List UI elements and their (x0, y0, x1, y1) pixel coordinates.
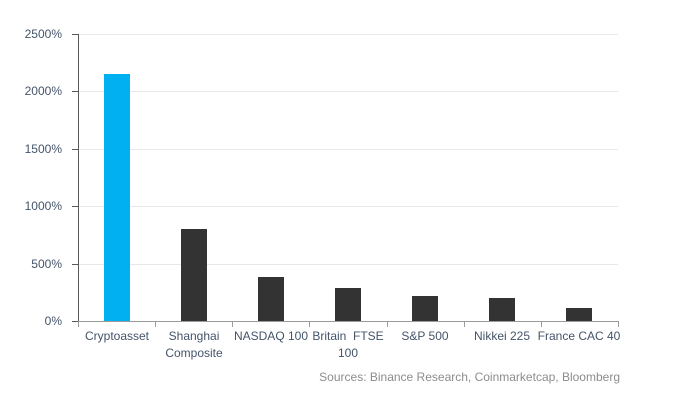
x-axis-label-line: Composite (165, 346, 223, 360)
x-axis-tick (155, 321, 156, 327)
x-axis-label: NASDAQ 100 (216, 328, 326, 345)
sources-note: Sources: Binance Research, Coinmarketcap… (319, 370, 620, 384)
x-axis-tick (232, 321, 233, 327)
y-axis-label: 2500% (24, 27, 62, 41)
y-axis-tick (72, 206, 78, 208)
x-axis-label-line: Britain FTSE (312, 329, 384, 343)
x-axis-tick (464, 321, 465, 327)
x-axis-label-line: NASDAQ 100 (233, 329, 309, 343)
x-axis-label: Nikkei 225 (447, 328, 557, 345)
gridline (79, 263, 618, 265)
x-axis-tick (309, 321, 310, 327)
x-axis-tick (387, 321, 388, 327)
x-axis-label-line: 100 (337, 346, 359, 360)
gridline (79, 206, 618, 208)
x-axis-label: Shanghai Composite (139, 328, 249, 362)
y-axis-label: 0% (44, 314, 62, 328)
x-axis-tick (541, 321, 542, 327)
gridline (79, 34, 618, 35)
x-axis-label-line: Nikkei 225 (473, 329, 531, 343)
x-axis-label-line: Cryptoasset (84, 329, 150, 343)
y-axis-label: 500% (31, 256, 62, 271)
x-axis-label: France CAC 40 (524, 328, 634, 345)
y-axis-line (78, 34, 79, 322)
bar (566, 308, 592, 321)
x-axis-label: Cryptoasset (62, 328, 172, 345)
y-axis-label: 1500% (24, 141, 62, 156)
gridline (79, 91, 618, 93)
bar (335, 288, 361, 321)
y-axis-label: 2000% (24, 84, 62, 99)
x-axis-label: Britain FTSE 100 (293, 328, 403, 362)
bar (412, 296, 438, 321)
bar (258, 277, 284, 321)
gridline (79, 148, 618, 150)
y-axis-tick (72, 34, 78, 35)
x-axis-tick (618, 321, 619, 327)
y-axis-tick (72, 321, 78, 322)
x-axis-tick (78, 321, 79, 327)
y-axis-tick (72, 91, 78, 93)
y-axis-tick (72, 263, 78, 265)
x-axis-label-line: France CAC 40 (537, 329, 621, 343)
x-axis-label-line: Shanghai (168, 329, 220, 343)
y-axis-tick (72, 148, 78, 150)
x-axis-label: S&P 500 (370, 328, 480, 345)
bar (489, 298, 515, 321)
x-axis-line (78, 321, 619, 322)
x-axis-label-line: S&P 500 (401, 329, 449, 343)
bar (104, 74, 130, 321)
y-axis-label: 1000% (24, 199, 62, 214)
bar (181, 229, 207, 321)
